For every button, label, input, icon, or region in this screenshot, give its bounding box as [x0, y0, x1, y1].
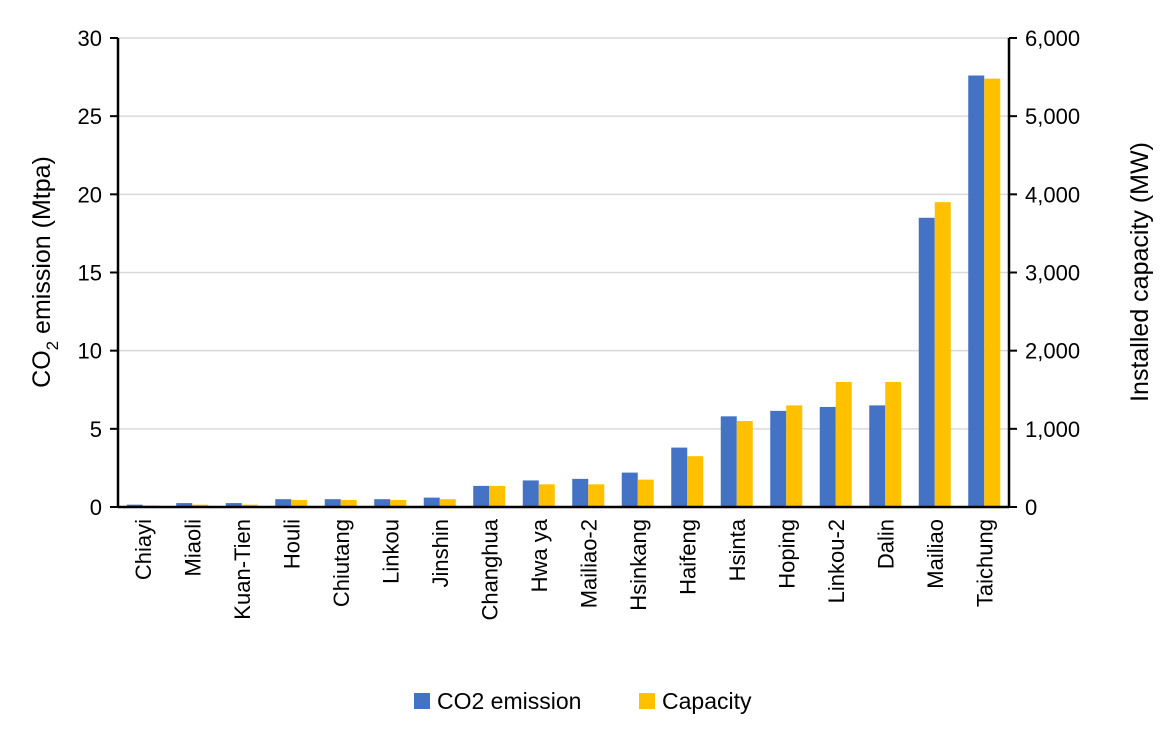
- bar-capacity: [637, 479, 654, 507]
- x-tick-label: Changhua: [477, 518, 502, 620]
- x-tick-label: Houli: [279, 519, 304, 569]
- y-tick-label: 5: [90, 417, 102, 442]
- x-tick-label: Kuan-Tien: [230, 519, 255, 620]
- x-tick-label: Hoping: [774, 519, 799, 589]
- legend-label-co2: CO2 emission: [437, 688, 581, 714]
- bar-co2-emission: [918, 217, 935, 508]
- y-tick-label: 30: [78, 26, 102, 51]
- x-tick-label: Hsinta: [725, 518, 750, 581]
- bar-co2-emission: [374, 499, 391, 507]
- y-axis-title-main: CO: [28, 350, 56, 388]
- bar-co2-emission: [572, 478, 589, 507]
- bar-co2-emission: [770, 410, 787, 507]
- bar-co2-emission: [522, 480, 539, 507]
- bar-co2-emission: [869, 405, 886, 507]
- y-axis-title-rest: emission (Mtpa): [28, 156, 56, 341]
- bar-capacity: [588, 484, 605, 507]
- y-tick-label: 10: [78, 339, 102, 364]
- x-tick-label: Mailiao-2: [576, 519, 601, 608]
- bar-co2-emission: [275, 499, 292, 507]
- x-tick-label: Dalin: [873, 519, 898, 569]
- y-axis-title-subscript: 2: [43, 341, 62, 350]
- bar-co2-emission: [473, 485, 490, 507]
- legend-label-capacity: Capacity: [662, 688, 752, 714]
- legend-swatch-capacity: [639, 693, 655, 709]
- y-tick-label: 0: [90, 495, 102, 520]
- x-tick-label: Miaoli: [180, 519, 205, 576]
- bar-capacity: [835, 381, 852, 507]
- bar-co2-emission: [819, 406, 836, 507]
- bar-capacity: [489, 485, 506, 507]
- x-tick-label: Mailiao: [923, 519, 948, 589]
- bar-capacity: [736, 421, 753, 507]
- bar-co2-emission: [324, 499, 341, 507]
- x-tick-label: Linkou-2: [824, 519, 849, 603]
- bar-capacity: [538, 484, 555, 507]
- y2-tick-label: 4,000: [1025, 182, 1080, 207]
- gridlines: [118, 37, 1009, 430]
- bar-co2-emission: [621, 472, 638, 507]
- y-tick-label: 20: [78, 182, 102, 207]
- bar-capacity: [291, 499, 308, 507]
- y2-axis-title: Installed capacity (MW): [1126, 142, 1154, 402]
- y2-tick-label: 6,000: [1025, 26, 1080, 51]
- bar-co2-emission: [720, 416, 737, 507]
- bar-co2-emission: [423, 497, 440, 507]
- y-tick-label: 25: [78, 104, 102, 129]
- bar-capacity: [390, 499, 407, 507]
- category-labels: Chiayi Miaoli Kuan-Tien Houli Chiutang Linkou…: [131, 518, 998, 620]
- y2-tick-label: 2,000: [1025, 339, 1080, 364]
- bar-co2-emission: [968, 75, 985, 508]
- y-tick-label: 15: [78, 261, 102, 286]
- y2-tick-label: 3,000: [1025, 261, 1080, 286]
- legend-swatch-co2: [414, 693, 430, 709]
- x-tick-label: Chiayi: [131, 519, 156, 580]
- x-tick-label: Taichung: [972, 519, 997, 607]
- bar-capacity: [439, 499, 456, 507]
- bar-capacity: [885, 381, 902, 507]
- bar-co2-emission: [671, 447, 688, 507]
- bar-co2-emission: [225, 503, 242, 507]
- x-tick-label: Linkou: [378, 519, 403, 584]
- x-tick-label: Jinshin: [428, 519, 453, 587]
- bar-co2-emission: [176, 503, 193, 507]
- bar-capacity: [340, 499, 357, 507]
- tick-labels: 0 5 10 15 20 25 30 0 1,000 2,000 3,000 4,000 5,000 6,…: [78, 26, 1081, 520]
- axes: [110, 37, 1017, 509]
- bars: [126, 75, 1001, 508]
- bar-capacity: [687, 456, 704, 507]
- y-axis-title: CO2 emission (Mtpa): [28, 156, 62, 388]
- x-tick-label: Hwa ya: [527, 518, 552, 592]
- x-tick-label: Hsinkang: [626, 519, 651, 611]
- bar-capacity: [934, 202, 951, 507]
- bar-capacity: [786, 405, 803, 507]
- y2-tick-label: 1,000: [1025, 417, 1080, 442]
- bar-capacity: [984, 78, 1001, 507]
- y2-tick-label: 5,000: [1025, 104, 1080, 129]
- legend: CO2 emission Capacity: [414, 688, 752, 714]
- x-tick-label: Haifeng: [675, 519, 700, 595]
- x-tick-label: Chiutang: [329, 519, 354, 607]
- y2-tick-label: 0: [1025, 495, 1037, 520]
